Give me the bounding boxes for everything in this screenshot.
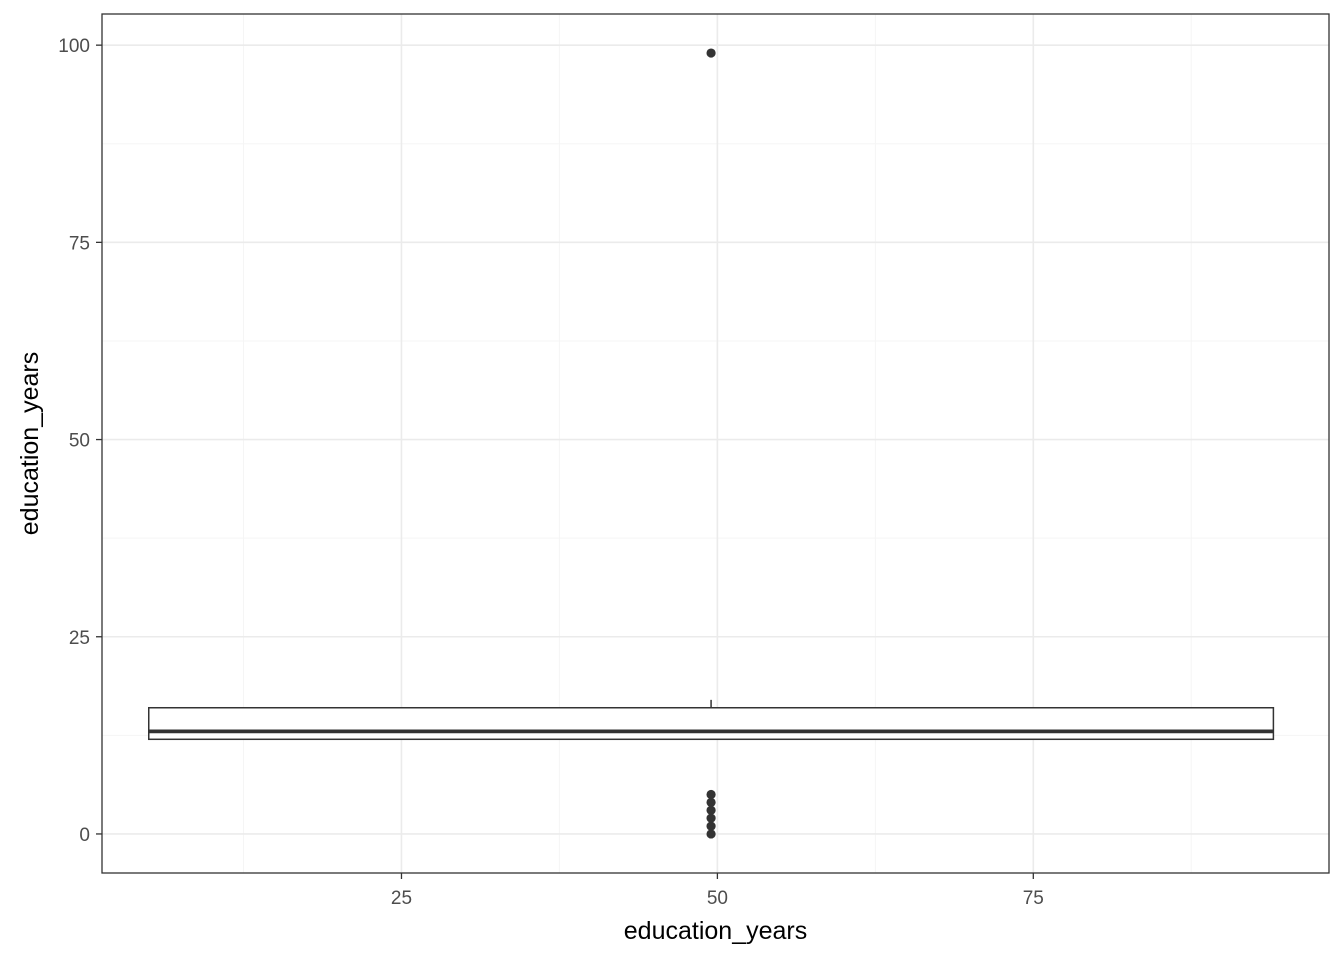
major-gridlines (102, 14, 1329, 873)
outlier-point (706, 821, 716, 831)
outlier-point (706, 48, 716, 58)
x-tick-label: 25 (391, 888, 412, 909)
outlier-point (706, 789, 716, 800)
minor-gridlines (102, 14, 1329, 873)
outlier-point (706, 797, 716, 808)
outlier-point (706, 829, 716, 839)
x-tick-label: 50 (707, 888, 728, 909)
y-tick-label: 0 (79, 825, 90, 846)
boxplot (148, 699, 1275, 741)
x-axis-ticks: 25 50 75 (391, 873, 1044, 909)
x-axis-title: education_years (624, 917, 807, 945)
y-tick-label: 100 (58, 36, 90, 57)
outlier-point (706, 805, 716, 815)
y-tick-label: 25 (69, 628, 90, 649)
y-tick-label: 75 (69, 233, 90, 254)
panel-border (101, 13, 1330, 874)
box-iqr (148, 706, 1275, 741)
outlier-points (706, 48, 716, 839)
y-tick-label: 50 (69, 431, 90, 452)
y-axis-ticks: 0 25 50 75 100 (58, 36, 102, 846)
x-tick-label: 75 (1023, 888, 1044, 909)
outlier-point (706, 813, 716, 823)
y-axis-title: education_years (16, 352, 44, 535)
